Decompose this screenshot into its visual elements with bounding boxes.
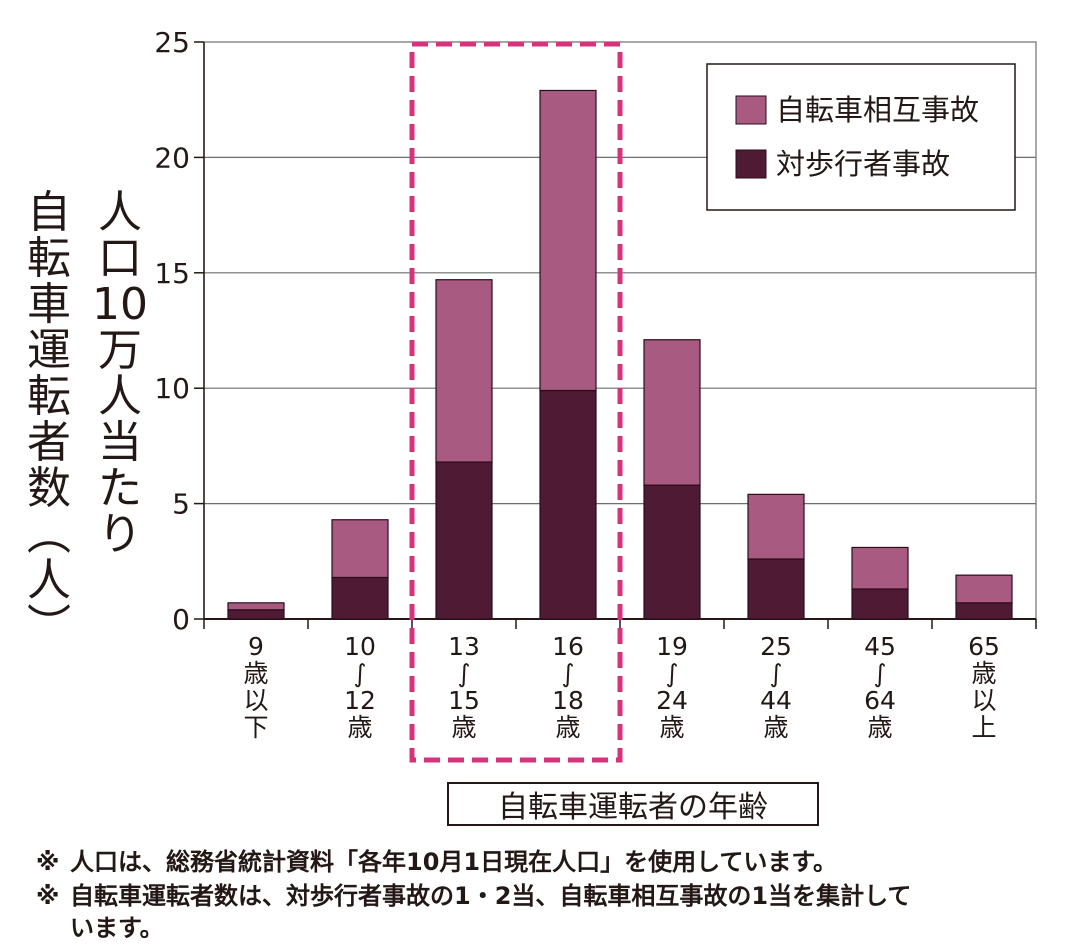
y-axis-label-line1: 自転車運転者数 ︵ 人 ︶ [27,190,71,650]
x-tick-label: 18 [552,686,584,715]
y-axis-label-char: た [98,463,142,514]
x-tick-label: 上 [971,713,996,742]
y-axis-label-char: 人 [98,371,142,422]
y-axis-label-char: 当 [98,417,142,468]
y-tick-label: 0 [172,603,190,636]
bar-mutual-1 [331,519,389,579]
x-tick-label: 24 [656,686,688,715]
chart: 05101520259歳以下10∫12歳13∫15歳16∫18歳19∫24歳25… [154,26,1037,763]
x-axis-title: 自転車運転者の年齢 [447,782,819,826]
y-tick-label: 5 [172,488,190,521]
highlight-box [409,41,623,763]
x-tick-label: 13 [448,632,480,661]
x-tick-label: ∫ [457,659,470,688]
x-tick-label: 歳 [555,713,580,742]
bar-pedestrian-5 [747,558,805,620]
x-tick-label: 下 [243,713,268,742]
bar-pedestrian-0 [227,609,285,620]
y-axis-label-char: 転 [27,371,71,422]
note-3: います。 [36,912,164,944]
y-axis-label-char: 転 [27,233,71,284]
y-axis-label-char: 人 [98,187,142,238]
x-tick-label: 歳 [763,713,788,742]
x-tick-label: 44 [760,686,792,715]
bar-pedestrian-2 [435,461,493,620]
legend-swatch-0 [735,95,767,125]
bar-pedestrian-3 [539,389,597,620]
x-tick-label: 歳 [867,713,892,742]
x-tick-label: 9 [248,632,264,661]
bar-mutual-6 [851,546,909,590]
x-tick-label: 10 [344,632,376,661]
y-axis-label-char: 運 [27,325,71,376]
x-tick-label: ∫ [769,659,782,688]
x-tick-label: ∫ [873,659,886,688]
bar-mutual-2 [435,279,493,463]
y-axis-label-char: 数 [27,463,71,514]
y-tick-label: 20 [154,141,190,174]
x-tick-label: 45 [864,632,896,661]
x-tick-label: 16 [552,632,584,661]
y-axis-label-char: 万 [98,325,142,376]
bar-pedestrian-4 [643,484,701,620]
x-tick-label: 歳 [451,713,476,742]
bar-mutual-5 [747,493,805,560]
x-tick-label: 歳 [971,659,996,688]
bar-pedestrian-7 [955,602,1013,620]
x-tick-label: 25 [760,632,792,661]
legend-box [706,63,1016,211]
x-tick-label: 歳 [243,659,268,688]
x-tick-label: ∫ [665,659,678,688]
y-axis-label-char: 車 [27,279,71,330]
note-2-text: 自転車運転者数は、対歩行者事故の1・2当、自転車相互事故の1当を集計して [70,882,912,910]
y-axis-label-char: 人 [27,555,71,606]
x-tick-label: 歳 [347,713,372,742]
y-axis-label-char: ︶ [27,601,71,652]
bar-pedestrian-1 [331,576,389,620]
legend-label-0: 自転車相互事故 [776,93,979,127]
note-2: ※ 自転車運転者数は、対歩行者事故の1・2当、自転車相互事故の1当を集計して [36,880,911,912]
x-tick-label: 以 [971,686,996,715]
note-2-mark: ※ [36,882,60,910]
x-tick-label: ∫ [353,659,366,688]
legend-label-1: 対歩行者事故 [776,147,950,181]
y-tick-label: 25 [154,26,190,59]
x-tick-label: ∫ [561,659,574,688]
x-tick-label: 以 [243,686,268,715]
y-tick-label: 10 [154,372,190,405]
note-3-text: います。 [70,914,164,942]
note-1-mark: ※ [36,848,60,876]
bar-mutual-0 [227,602,285,611]
y-axis-label-char: 10 [92,279,148,330]
legend-swatch-1 [735,149,767,179]
y-axis-label-line2: 人口 10 万人当たり [92,190,148,558]
note-1: ※ 人口は、総務省統計資料「各年10月1日現在人口」を使用しています。 [36,846,837,878]
bar-mutual-3 [539,89,597,392]
x-tick-label: 12 [344,686,376,715]
x-tick-label: 15 [448,686,480,715]
x-tick-label: 19 [656,632,688,661]
y-axis-label-char: り [98,509,142,560]
y-axis-label-char: ︵ [27,509,71,560]
y-axis-label-char: 自 [27,187,71,238]
x-tick-label: 65 [968,632,1000,661]
y-axis-label-char: 口 [98,233,142,284]
note-1-text: 人口は、総務省統計資料「各年10月1日現在人口」を使用しています。 [70,848,837,876]
y-tick-label: 15 [154,257,190,290]
bar-mutual-4 [643,339,701,486]
bar-pedestrian-6 [851,588,909,620]
x-tick-label: 歳 [659,713,684,742]
bar-mutual-7 [955,574,1013,604]
y-axis-label-char: 者 [27,417,71,468]
x-tick-label: 64 [864,686,896,715]
